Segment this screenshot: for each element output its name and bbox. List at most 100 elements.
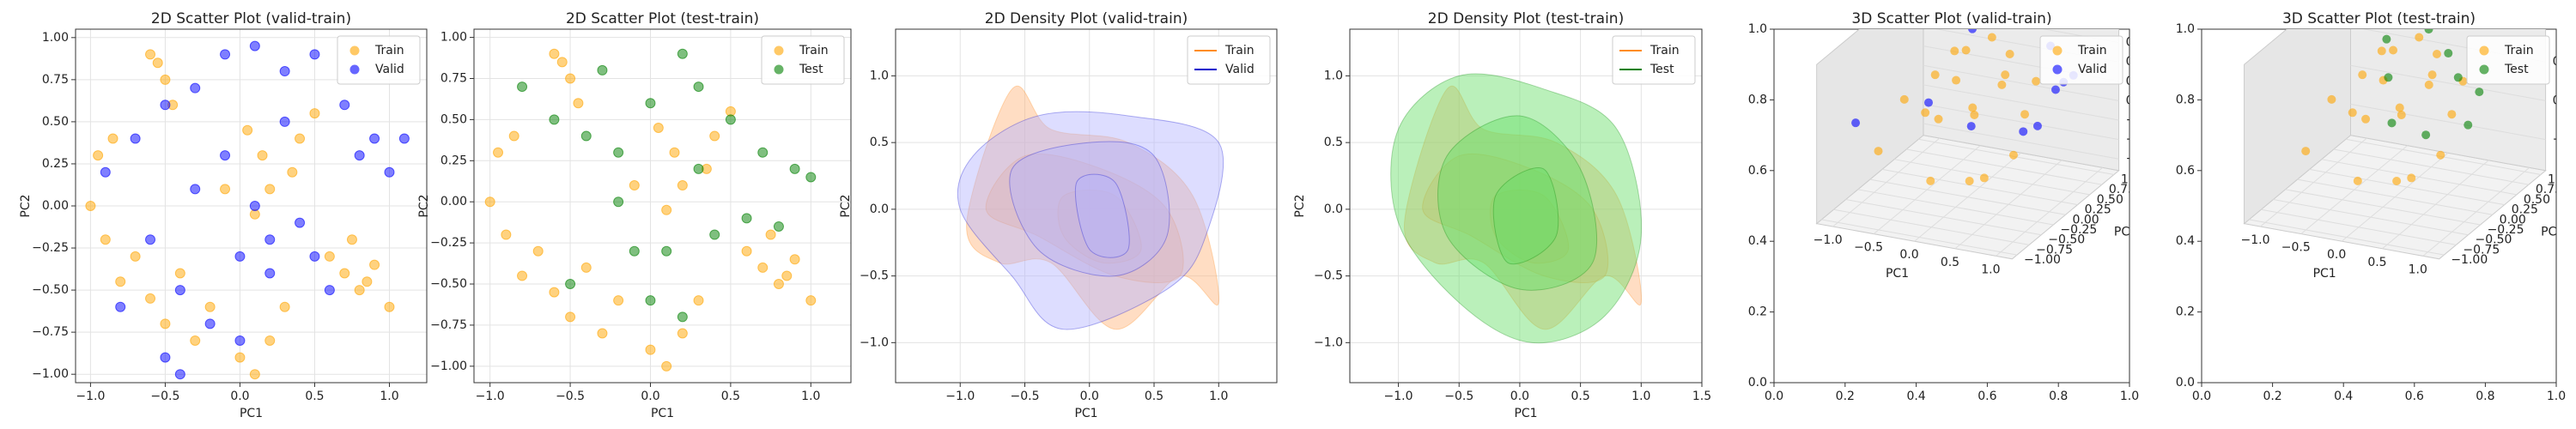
grid-line [2297, 178, 2493, 215]
x-tick-label: 1.5 [1692, 390, 1711, 403]
density-contour [1057, 190, 1142, 264]
x-tick-label: 0.0 [1080, 390, 1099, 403]
density-contour [1437, 115, 1598, 291]
x-tick-label: 0.0 [1510, 390, 1529, 403]
density-contour [1074, 173, 1130, 258]
y3-tick-label: 0.50 [2524, 193, 2550, 207]
x-tick-label: 0.0 [230, 390, 249, 403]
x3-tick-label: −0.5 [2281, 241, 2311, 255]
y3-tick-label: 0.00 [2500, 213, 2526, 227]
y-tick-label: 0.2 [1748, 305, 1767, 319]
y-tick-label: 0.0 [2176, 376, 2195, 390]
x-tick-label: 0.5 [305, 390, 324, 403]
x-tick-label: 1.0 [380, 390, 398, 403]
point [295, 217, 306, 228]
x-tick-label: 0.8 [2476, 390, 2494, 403]
point [677, 328, 688, 339]
point [2008, 150, 2018, 160]
x-tick-label: −1.0 [945, 390, 975, 403]
point [279, 66, 290, 77]
point [190, 335, 201, 346]
point [160, 100, 171, 111]
x3-tick-label: −1.0 [2240, 233, 2269, 247]
grid-line [2285, 189, 2481, 226]
point [677, 311, 688, 323]
axes-frame [473, 28, 852, 384]
point [204, 318, 216, 329]
point [725, 114, 736, 125]
point [1979, 173, 1989, 183]
y-tick-label: 1.0 [1324, 69, 1343, 82]
point [613, 295, 624, 306]
point [160, 74, 171, 85]
grid-line [1857, 189, 2054, 226]
z3-axis-label: PC3 [2160, 70, 2184, 84]
y3-tick-label: −0.25 [2060, 223, 2097, 237]
point [115, 301, 126, 312]
panel: 2D Density Plot (test-train) −1.0 −0.5 0.0 0… [1293, 10, 1711, 420]
x-axis-label: PC1 [651, 407, 674, 420]
point [2453, 73, 2463, 82]
point [2301, 147, 2311, 156]
y-tick-label: −1.00 [430, 360, 467, 373]
point [549, 114, 560, 125]
point [2032, 76, 2041, 86]
legend-label: Train [374, 44, 404, 57]
point [384, 301, 395, 312]
point [2395, 103, 2404, 112]
y-tick-label: 0.5 [870, 136, 889, 149]
point [174, 268, 185, 279]
z3-tick-label: 1.00 [2126, 16, 2153, 30]
y-tick-label: 0.4 [2176, 234, 2195, 248]
grid-line [2350, 103, 2546, 141]
point [517, 82, 528, 93]
density-contour [1422, 153, 1609, 284]
point [2377, 46, 2386, 56]
point [2407, 173, 2416, 183]
x-tick-label: 0.4 [1906, 390, 1925, 403]
point [2050, 85, 2060, 94]
legend-swatch [2479, 45, 2489, 56]
y-tick-label: 0.5 [1324, 136, 1343, 149]
z3-tick-label: −0.75 [2126, 152, 2163, 166]
y-axis-label: PC2 [19, 194, 33, 217]
y3-tick-label: 0.50 [2097, 193, 2123, 207]
point [242, 124, 253, 136]
point [354, 285, 365, 296]
point [532, 245, 544, 257]
point [580, 262, 592, 273]
plot-area [85, 40, 410, 380]
x-tick-label: 0.5 [1571, 390, 1589, 403]
point [484, 196, 495, 208]
grid-line [1923, 84, 2119, 121]
x3-tick-label: 0.5 [2367, 256, 2386, 269]
point [257, 150, 268, 161]
point [741, 245, 752, 257]
y-tick-label: 0.00 [440, 195, 467, 208]
point [130, 133, 141, 144]
point [220, 150, 231, 161]
point [324, 251, 335, 262]
x-axis-label: PC1 [1514, 407, 1537, 420]
point [234, 251, 246, 262]
y-tick-label: −1.0 [860, 335, 889, 349]
z3-tick-label: 0.5 [2553, 55, 2572, 69]
plot-area: −1.0−0.50.00.51.0−1.00−0.75−0.50−0.250.0… [2240, 29, 2572, 281]
density-contour [1404, 86, 1643, 330]
point [2424, 80, 2433, 89]
point [669, 147, 680, 158]
point [693, 295, 704, 306]
y-tick-label: 0.50 [42, 115, 69, 129]
x-tick-label: 0.5 [721, 390, 740, 403]
point [279, 116, 290, 127]
point [100, 234, 111, 245]
panel: 3D Scatter Plot (valid-train) 0.0 0.2 0.4 0.… [1748, 10, 2184, 403]
point [2415, 33, 2424, 42]
y-tick-label: 0.75 [42, 73, 69, 87]
density-contour [966, 86, 1220, 330]
point [346, 234, 357, 245]
point [1968, 103, 1978, 112]
point [1874, 147, 1883, 156]
legend-label: Valid [1225, 63, 1255, 76]
grid-line [1923, 123, 2119, 160]
